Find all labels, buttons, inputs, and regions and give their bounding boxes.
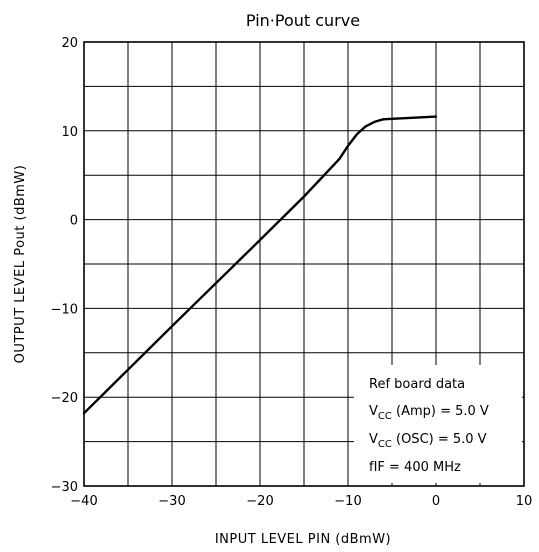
y-tick-label: 0 [70, 214, 78, 229]
annotation-box: Ref board data VCC (Amp) = 5.0 V VCC (OS… [354, 365, 522, 483]
x-tick-label: 0 [432, 494, 440, 509]
x-tick-label: −10 [334, 494, 361, 509]
series-line [82, 115, 438, 415]
y-tick-label: −30 [51, 480, 78, 495]
y-axis-label: OUTPUT LEVEL Pout (dBmW) [13, 165, 28, 364]
x-tick-label: −20 [246, 494, 273, 509]
annotation-line-fif: fIF = 400 MHz [369, 460, 461, 475]
annotation-title: Ref board data [369, 377, 465, 392]
x-tick-label: 10 [516, 494, 533, 509]
annotation-background [354, 365, 522, 483]
annotation-line-vcc-amp: VCC (Amp) = 5.0 V [369, 404, 489, 422]
y-tick-label: 20 [61, 36, 78, 51]
plot-frame [83, 41, 525, 487]
y-tick-label: −20 [51, 391, 78, 406]
chart-title: Pin·Pout curve [246, 11, 360, 30]
annotation-line-vcc-osc: VCC (OSC) = 5.0 V [369, 432, 487, 450]
x-tick-label: −40 [70, 494, 97, 509]
x-axis-label: INPUT LEVEL PIN (dBmW) [215, 532, 391, 547]
y-tick-label: −10 [51, 302, 78, 317]
y-tick-label: 10 [61, 125, 78, 140]
x-tick-label: −30 [158, 494, 185, 509]
